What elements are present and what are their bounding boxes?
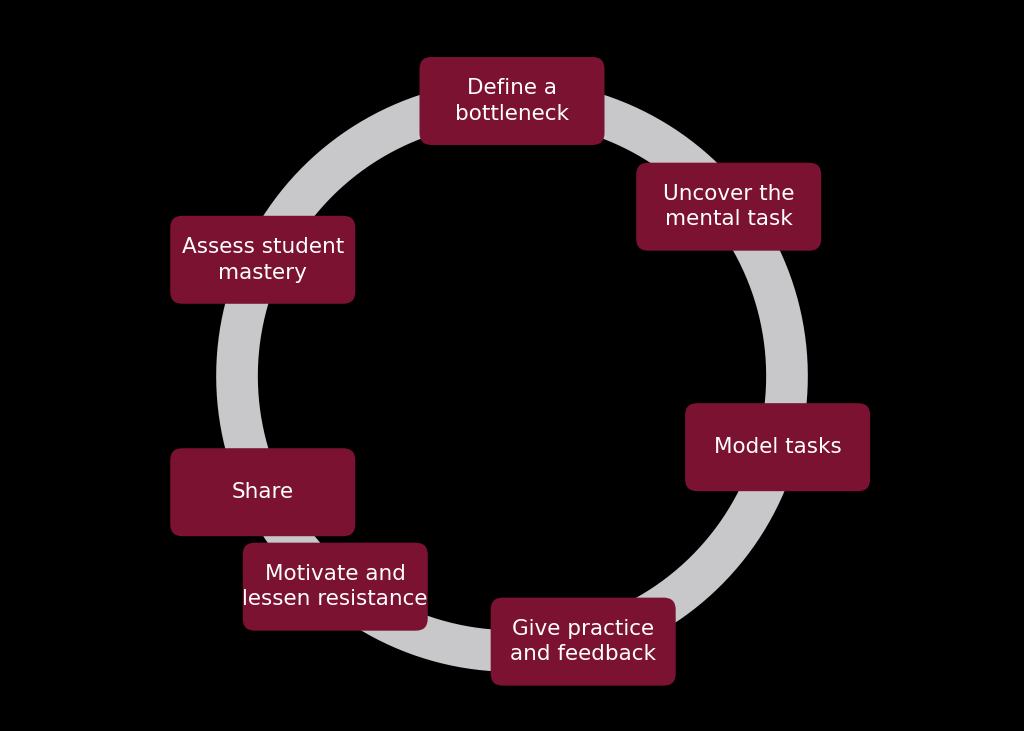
Text: Motivate and
lessen resistance: Motivate and lessen resistance	[243, 564, 428, 610]
Text: Define a
bottleneck: Define a bottleneck	[455, 78, 569, 124]
Text: Uncover the
mental task: Uncover the mental task	[663, 184, 795, 230]
FancyBboxPatch shape	[170, 448, 355, 537]
Text: Give practice
and feedback: Give practice and feedback	[510, 619, 656, 664]
FancyBboxPatch shape	[420, 57, 604, 145]
FancyBboxPatch shape	[636, 163, 821, 251]
FancyBboxPatch shape	[490, 598, 676, 686]
Polygon shape	[461, 80, 516, 129]
FancyBboxPatch shape	[170, 216, 355, 304]
Text: Assess student
mastery: Assess student mastery	[181, 237, 344, 283]
Text: Model tasks: Model tasks	[714, 437, 842, 457]
FancyBboxPatch shape	[243, 542, 428, 631]
Text: Share: Share	[231, 482, 294, 502]
FancyBboxPatch shape	[685, 404, 870, 491]
